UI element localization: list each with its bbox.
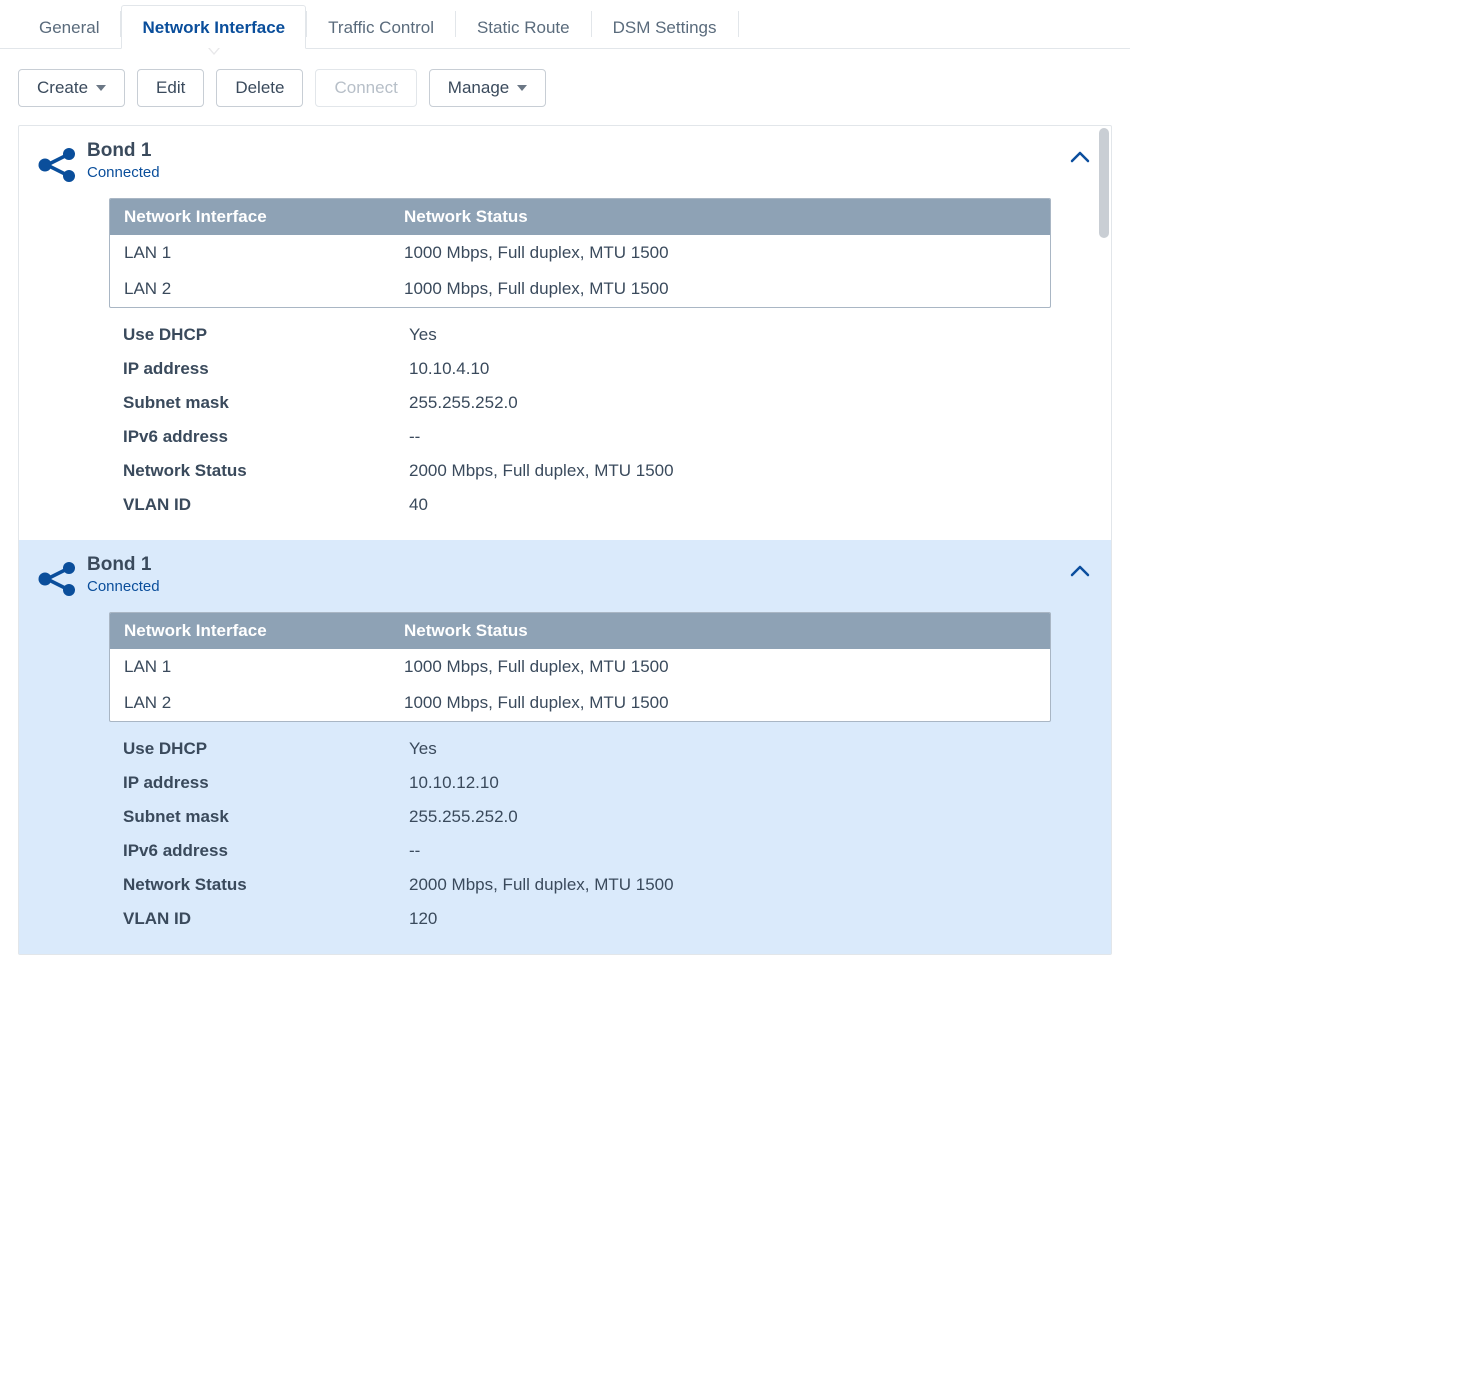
members-table-header: Network Interface Network Status — [110, 613, 1050, 649]
prop-value: 40 — [409, 495, 1051, 515]
prop-value: 255.255.252.0 — [409, 393, 1051, 413]
interface-status: Connected — [87, 164, 1063, 181]
prop-row: IPv6 address-- — [109, 420, 1051, 454]
edit-button[interactable]: Edit — [137, 69, 204, 107]
prop-label: Subnet mask — [109, 807, 409, 827]
members-table: Network Interface Network Status LAN 1 1… — [109, 198, 1051, 308]
prop-label: VLAN ID — [109, 495, 409, 515]
manage-label: Manage — [448, 78, 509, 98]
interface-header: Bond 1 Connected — [19, 552, 1111, 606]
bond-icon — [29, 554, 87, 598]
interface-status: Connected — [87, 578, 1063, 595]
prop-label: Use DHCP — [109, 739, 409, 759]
prop-value: -- — [409, 427, 1051, 447]
bond-icon — [29, 140, 87, 184]
prop-value: 2000 Mbps, Full duplex, MTU 1500 — [409, 875, 1051, 895]
prop-value: 255.255.252.0 — [409, 807, 1051, 827]
member-status: 1000 Mbps, Full duplex, MTU 1500 — [390, 649, 1050, 685]
prop-value: 10.10.12.10 — [409, 773, 1051, 793]
tab-separator — [738, 11, 739, 37]
member-name: LAN 2 — [110, 685, 390, 721]
prop-label: Use DHCP — [109, 325, 409, 345]
prop-row: IPv6 address-- — [109, 834, 1051, 868]
collapse-toggle[interactable] — [1063, 554, 1097, 583]
table-row: LAN 2 1000 Mbps, Full duplex, MTU 1500 — [110, 271, 1050, 307]
members-table-header: Network Interface Network Status — [110, 199, 1050, 235]
prop-row: Use DHCPYes — [109, 732, 1051, 766]
chevron-up-icon — [1070, 150, 1090, 164]
scrollbar-thumb[interactable] — [1099, 128, 1109, 238]
member-name: LAN 2 — [110, 271, 390, 307]
prop-label: Network Status — [109, 875, 409, 895]
interface-titleblock: Bond 1 Connected — [87, 140, 1063, 181]
dropdown-caret-icon — [517, 85, 527, 91]
member-name: LAN 1 — [110, 649, 390, 685]
interface-header: Bond 1 Connected — [19, 138, 1111, 192]
tab-dsm-settings[interactable]: DSM Settings — [592, 5, 738, 48]
prop-label: IPv6 address — [109, 427, 409, 447]
member-status: 1000 Mbps, Full duplex, MTU 1500 — [390, 271, 1050, 307]
prop-value: 120 — [409, 909, 1051, 929]
prop-label: IPv6 address — [109, 841, 409, 861]
prop-label: IP address — [109, 773, 409, 793]
prop-value: 2000 Mbps, Full duplex, MTU 1500 — [409, 461, 1051, 481]
interface-body: Network Interface Network Status LAN 1 1… — [19, 606, 1111, 936]
prop-row: Network Status2000 Mbps, Full duplex, MT… — [109, 868, 1051, 902]
create-label: Create — [37, 78, 88, 98]
table-row: LAN 2 1000 Mbps, Full duplex, MTU 1500 — [110, 685, 1050, 721]
toolbar: Create Edit Delete Connect Manage — [0, 49, 1130, 125]
interface-card[interactable]: Bond 1 Connected Network Interface Netwo… — [19, 540, 1111, 954]
collapse-toggle[interactable] — [1063, 140, 1097, 169]
prop-row: Subnet mask255.255.252.0 — [109, 386, 1051, 420]
delete-button[interactable]: Delete — [216, 69, 303, 107]
interface-titleblock: Bond 1 Connected — [87, 554, 1063, 595]
prop-label: Network Status — [109, 461, 409, 481]
col-interface: Network Interface — [110, 613, 390, 649]
interface-title: Bond 1 — [87, 554, 1063, 576]
prop-row: Network Status2000 Mbps, Full duplex, MT… — [109, 454, 1051, 488]
prop-row: IP address10.10.4.10 — [109, 352, 1051, 386]
tab-traffic-control[interactable]: Traffic Control — [307, 5, 455, 48]
dropdown-caret-icon — [96, 85, 106, 91]
member-name: LAN 1 — [110, 235, 390, 271]
prop-row: VLAN ID120 — [109, 902, 1051, 936]
members-table: Network Interface Network Status LAN 1 1… — [109, 612, 1051, 722]
interface-body: Network Interface Network Status LAN 1 1… — [19, 192, 1111, 522]
prop-row: Use DHCPYes — [109, 318, 1051, 352]
prop-label: Subnet mask — [109, 393, 409, 413]
chevron-up-icon — [1070, 564, 1090, 578]
prop-row: VLAN ID40 — [109, 488, 1051, 522]
tab-static-route[interactable]: Static Route — [456, 5, 591, 48]
col-status: Network Status — [390, 613, 1050, 649]
prop-label: IP address — [109, 359, 409, 379]
create-button[interactable]: Create — [18, 69, 125, 107]
table-row: LAN 1 1000 Mbps, Full duplex, MTU 1500 — [110, 235, 1050, 271]
member-status: 1000 Mbps, Full duplex, MTU 1500 — [390, 235, 1050, 271]
interface-title: Bond 1 — [87, 140, 1063, 162]
prop-row: Subnet mask255.255.252.0 — [109, 800, 1051, 834]
tab-bar: General Network Interface Traffic Contro… — [0, 0, 1130, 48]
prop-value: Yes — [409, 325, 1051, 345]
connect-button[interactable]: Connect — [315, 69, 416, 107]
manage-button[interactable]: Manage — [429, 69, 546, 107]
prop-label: VLAN ID — [109, 909, 409, 929]
prop-value: -- — [409, 841, 1051, 861]
prop-row: IP address10.10.12.10 — [109, 766, 1051, 800]
interface-card[interactable]: Bond 1 Connected Network Interface Netwo… — [19, 126, 1111, 540]
col-status: Network Status — [390, 199, 1050, 235]
interface-list: Bond 1 Connected Network Interface Netwo… — [18, 125, 1112, 955]
network-panel: General Network Interface Traffic Contro… — [0, 0, 1130, 955]
tab-general[interactable]: General — [18, 5, 120, 48]
member-status: 1000 Mbps, Full duplex, MTU 1500 — [390, 685, 1050, 721]
prop-value: 10.10.4.10 — [409, 359, 1051, 379]
table-row: LAN 1 1000 Mbps, Full duplex, MTU 1500 — [110, 649, 1050, 685]
prop-value: Yes — [409, 739, 1051, 759]
col-interface: Network Interface — [110, 199, 390, 235]
tab-network-interface[interactable]: Network Interface — [121, 5, 306, 49]
